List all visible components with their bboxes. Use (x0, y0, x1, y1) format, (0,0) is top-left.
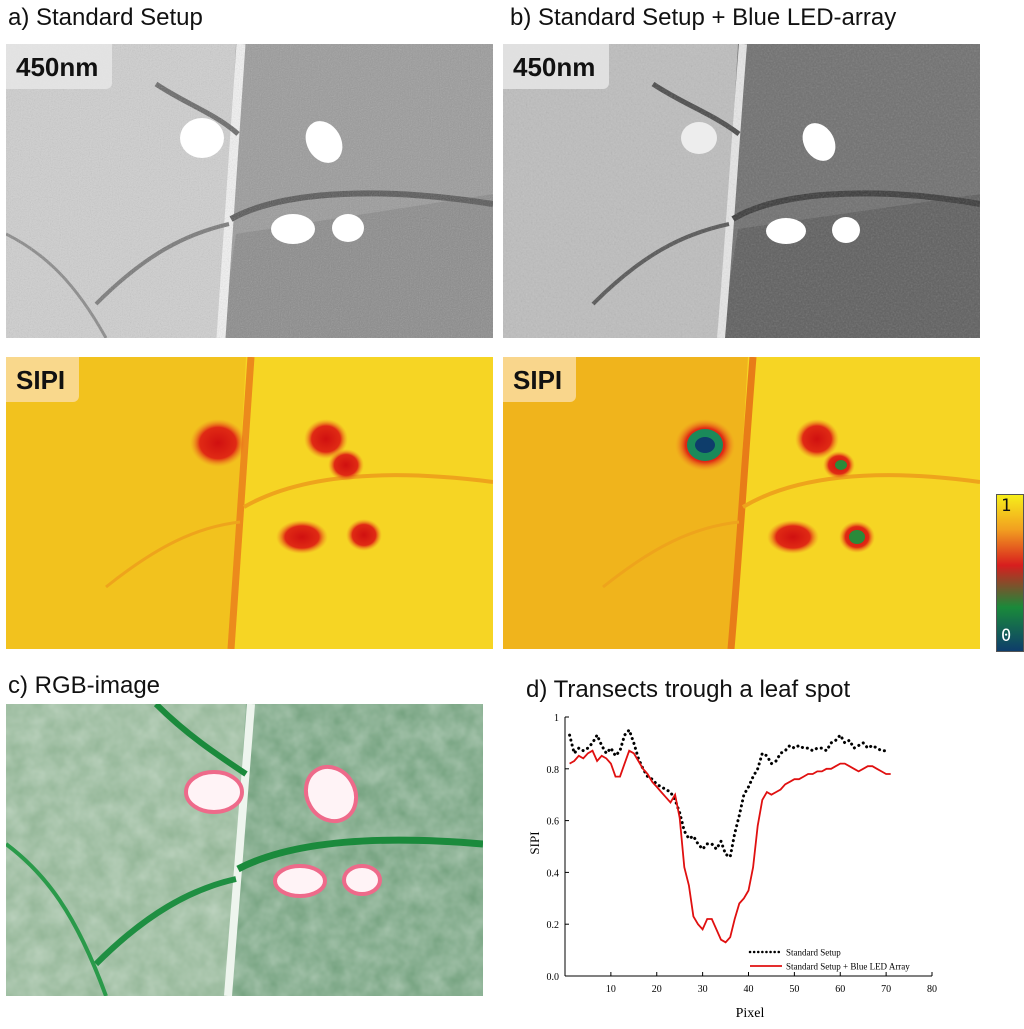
x-tick-label: 20 (652, 984, 662, 995)
leaf-spot (271, 214, 315, 244)
panel-c-title: c) RGB-image (8, 672, 161, 699)
panel-a-450nm-image: 450nm (6, 44, 493, 338)
panel-b-title: b) Standard Setup + Blue LED-array (510, 4, 897, 31)
y-tick-label: 0.6 (547, 817, 560, 828)
leaf-spot (681, 122, 717, 154)
leaf-spot (795, 419, 839, 459)
leaf-spot (190, 419, 246, 467)
leaf-spot-core (849, 530, 865, 544)
leaf-spot (328, 449, 364, 481)
colorbar-max-label: 1 (1001, 496, 1012, 516)
leaf-spot (303, 764, 359, 824)
panel-a-sipi-image: SIPI (6, 357, 493, 649)
y-tick-label: 0.8 (547, 765, 560, 776)
series-line-1 (568, 727, 888, 860)
x-tick-label: 40 (744, 984, 754, 995)
leaf-spot (332, 214, 364, 242)
panel-b-450nm-label: 450nm (503, 44, 610, 89)
panel-b-sipi-label: SIPI (503, 357, 577, 402)
transect-chart: 0.0 0.2 0.4 0.6 0.8 1 10 20 30 40 50 60 70 80 SIPI P… (508, 705, 1024, 1024)
panel-b-450nm-image: 450nm (503, 44, 980, 338)
leaf-spot (832, 217, 860, 243)
panel-a-450nm-label: 450nm (6, 44, 113, 89)
leaf-spot (346, 519, 382, 551)
colorbar-min-label: 0 (1001, 626, 1012, 646)
leaf-spot-core (835, 460, 847, 470)
panel-d-title: d) Transects trough a leaf spot (526, 676, 851, 703)
leaf-spot (273, 864, 327, 898)
transect-chart-svg: 0.0 0.2 0.4 0.6 0.8 1 10 20 30 40 50 60 70 80 SIPI P… (527, 713, 937, 1021)
leaf-spot (180, 118, 224, 158)
x-tick-label: 80 (927, 984, 937, 995)
leaf-spot (766, 218, 806, 244)
panel-a-title: a) Standard Setup (8, 4, 203, 31)
y-tick-label: 0.0 (547, 972, 560, 983)
leaf-spot (802, 123, 836, 161)
panel-c-rgb-image (6, 704, 483, 996)
y-axis-label: SIPI (527, 831, 542, 854)
chart-legend: Standard Setup Standard Setup + Blue LED … (748, 948, 910, 972)
leaf-spot (767, 520, 819, 554)
y-tick-label: 0.4 (547, 868, 560, 879)
x-axis-label: Pixel (736, 1006, 765, 1021)
leaf-spot (305, 121, 343, 163)
y-tick-label: 0.2 (547, 920, 560, 931)
leaf-spot (184, 770, 244, 814)
x-tick-label: 70 (881, 984, 891, 995)
leaf-spot (276, 520, 328, 554)
legend-label-1: Standard Setup (786, 948, 841, 958)
legend-label-2: Standard Setup + Blue LED Array (786, 962, 910, 972)
series-line-2 (569, 749, 891, 944)
panel-a-sipi-label: SIPI (6, 357, 80, 402)
x-tick-label: 30 (698, 984, 708, 995)
leaf-spot-core (695, 437, 715, 453)
x-tick-label: 60 (835, 984, 845, 995)
x-tick-label: 50 (789, 984, 799, 995)
leaf-spot (304, 419, 348, 459)
panel-b-sipi-image: SIPI (503, 357, 980, 649)
y-tick-label: 1 (554, 713, 559, 724)
leaf-spot (342, 864, 382, 896)
x-tick-label: 10 (606, 984, 616, 995)
